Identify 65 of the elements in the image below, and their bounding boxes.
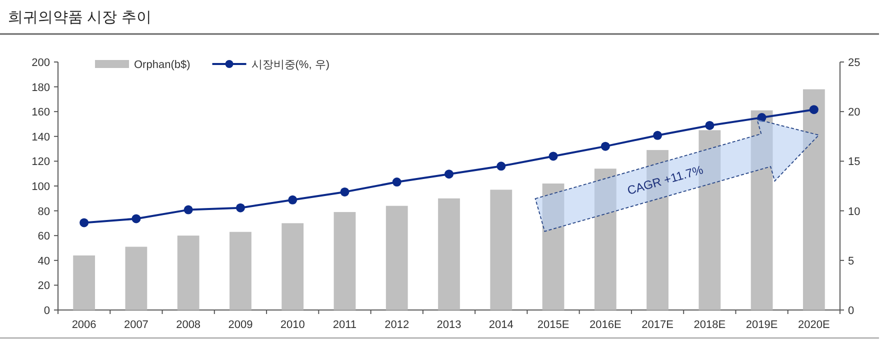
bar [542, 184, 564, 310]
x-tick-label: 2008 [176, 319, 201, 331]
point [80, 218, 89, 228]
x-tick-label: 2007 [124, 319, 148, 331]
y2-tick-label: 5 [848, 255, 854, 268]
bar [177, 236, 200, 310]
x-tick-label: 2018E [694, 319, 726, 331]
y-tick-label: 120 [32, 156, 50, 168]
x-tick-label: 2012 [384, 319, 410, 331]
bar [438, 198, 460, 310]
picture-arrow: CAGR +11.7% [534, 118, 820, 232]
y-tick-label: 200 [32, 57, 50, 69]
y2-tick-label: 0 [848, 305, 854, 317]
point [288, 195, 298, 204]
x-tick-label: 2010 [280, 319, 305, 331]
x-tick-label: 2016E [589, 319, 622, 331]
chart-title: 희귀의약품 시장 추이 [8, 9, 152, 26]
bar [230, 232, 252, 310]
point [548, 152, 558, 161]
point [184, 205, 193, 214]
bar [282, 223, 304, 310]
x-tick-label: 2014 [488, 319, 514, 331]
x-tick-label: 2017E [642, 319, 674, 331]
point [757, 113, 766, 122]
point [236, 203, 245, 212]
bar [750, 110, 773, 310]
point [705, 120, 714, 130]
point [340, 187, 350, 196]
bar [594, 168, 616, 310]
point [444, 170, 454, 179]
y-tick-label: 20 [38, 280, 50, 292]
point [496, 162, 506, 171]
x-tick-label: 2009 [228, 319, 253, 331]
legend-label: 시장비중(%, 우) [251, 59, 330, 71]
bar [490, 190, 512, 310]
y-tick-label: 140 [32, 131, 50, 144]
x-tick-label: 2020E [798, 319, 830, 331]
point [600, 142, 610, 151]
x-tick-label: 2006 [72, 319, 96, 331]
point [809, 105, 818, 114]
point [653, 130, 662, 140]
annotation: CAGR +11.7% [626, 162, 706, 198]
x-tick-label: 2015E [537, 319, 570, 331]
bar [386, 206, 408, 310]
y2-tick-label: 25 [848, 57, 860, 69]
y2-tick-label: 20 [848, 106, 860, 119]
y-tick-label: 100 [32, 181, 50, 193]
bar [334, 212, 356, 310]
point [392, 178, 402, 187]
y-tick-label: 40 [38, 255, 50, 268]
y-tick-label: 80 [38, 206, 50, 218]
x-tick-label: 2011 [332, 319, 357, 331]
x-tick-label: 2013 [436, 319, 462, 331]
y-tick-label: 60 [38, 230, 50, 243]
x-tick-label: 2019E [746, 319, 778, 331]
y-tick-label: 160 [32, 106, 50, 119]
legend-label: Orphan(b$) [134, 59, 190, 71]
y-tick-label: 0 [44, 305, 50, 317]
bar [802, 89, 825, 310]
bar [125, 246, 148, 310]
y2-tick-label: 15 [848, 156, 860, 168]
point [132, 214, 141, 224]
bar [73, 255, 96, 310]
y2-tick-label: 10 [848, 206, 860, 218]
y-tick-label: 180 [32, 82, 50, 94]
